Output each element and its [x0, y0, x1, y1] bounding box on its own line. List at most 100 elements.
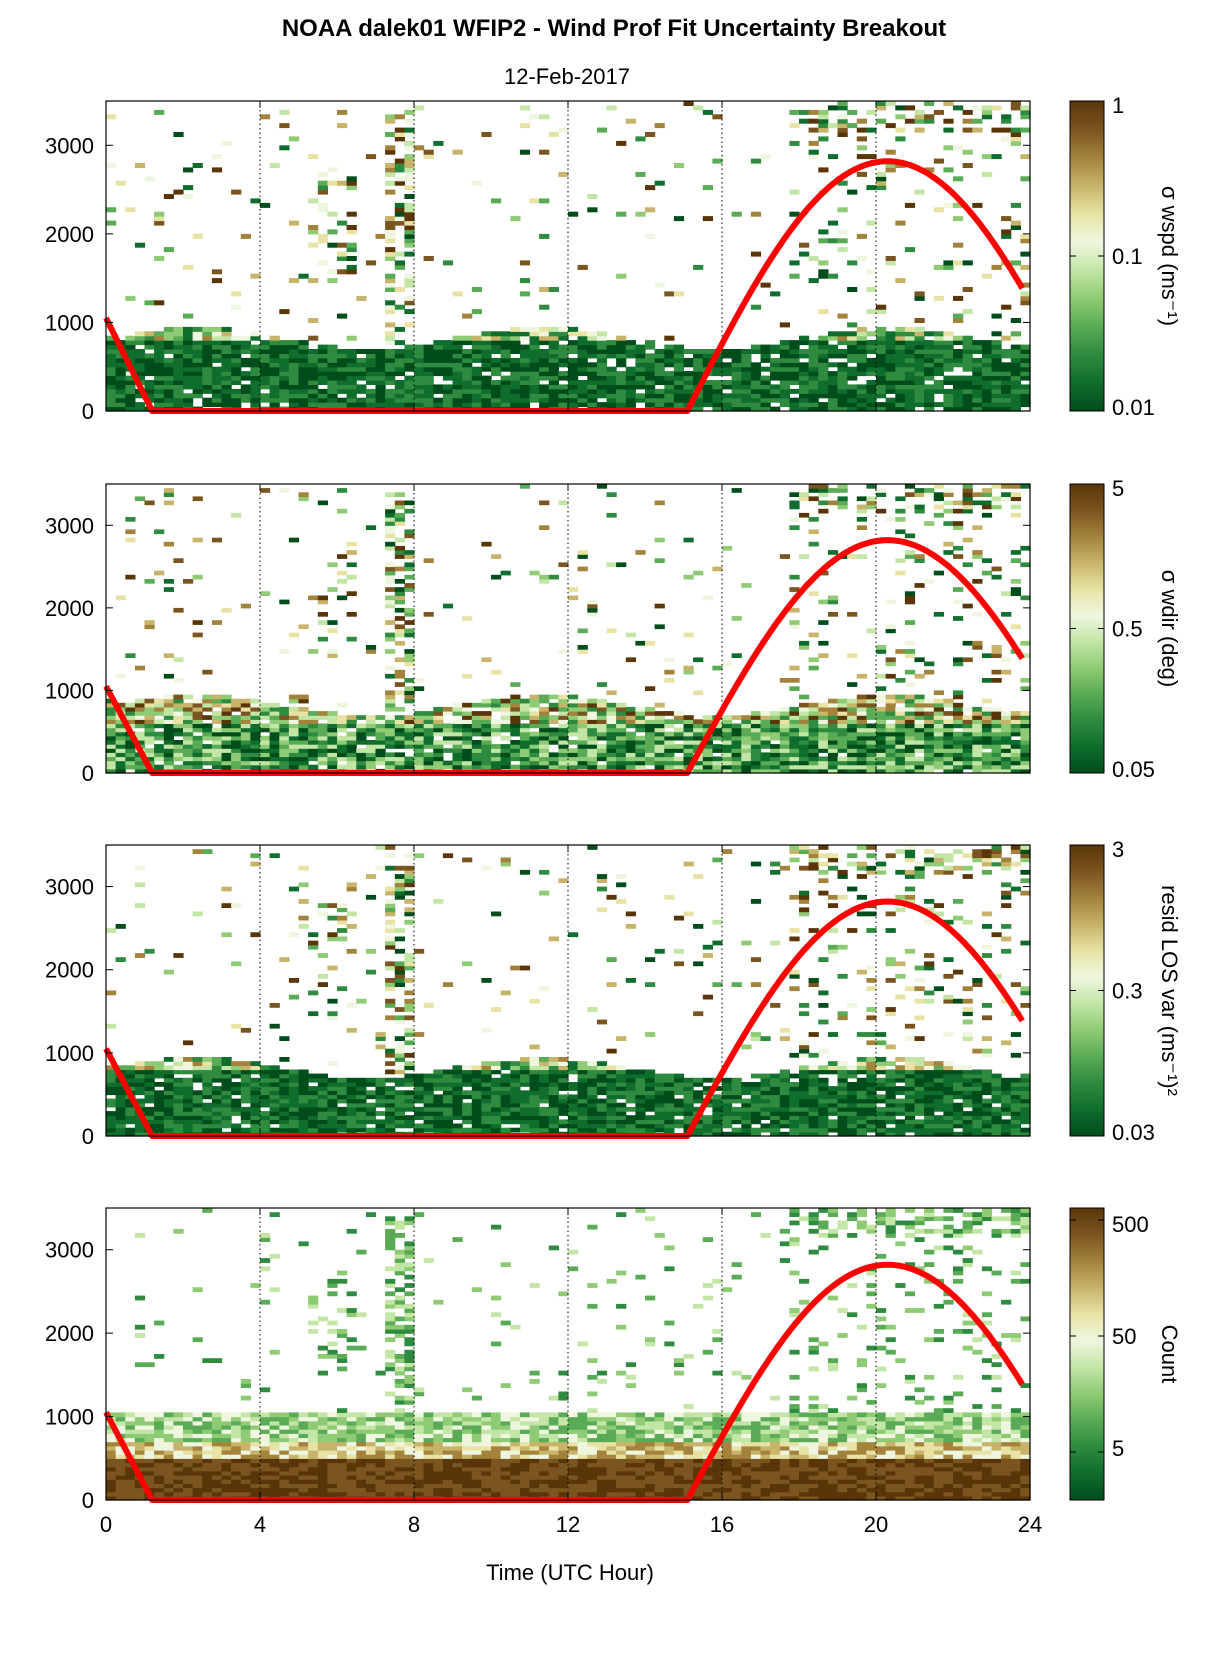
heatmap-cell: [308, 229, 319, 235]
heatmap-cell: [1010, 388, 1021, 394]
heatmap-cell: [856, 698, 867, 704]
heatmap-cell: [327, 353, 338, 359]
heatmap-cell: [539, 1115, 550, 1120]
heatmap-cell: [953, 260, 964, 266]
heatmap-cell: [827, 488, 839, 493]
heatmap-cell: [856, 764, 867, 770]
heatmap-cell: [577, 1106, 588, 1112]
heatmap-cell: [414, 735, 425, 741]
heatmap-cell: [510, 744, 521, 749]
heatmap-cell: [606, 384, 617, 390]
heatmap-cell: [115, 362, 126, 368]
heatmap-cell: [134, 1077, 146, 1083]
heatmap-cell: [404, 1119, 415, 1125]
heatmap-cell: [394, 1119, 405, 1125]
heatmap-cell: [539, 1111, 550, 1116]
heatmap-cell: [866, 735, 877, 741]
heatmap-cell: [654, 375, 665, 381]
heatmap-cell: [1010, 202, 1021, 208]
heatmap-cell: [616, 731, 627, 737]
heatmap-cell: [799, 706, 810, 712]
heatmap-cell: [702, 384, 713, 390]
heatmap-cell: [394, 500, 405, 506]
heatmap-cell: [462, 616, 473, 621]
heatmap-cell: [904, 768, 916, 774]
heatmap-cell: [115, 1102, 126, 1108]
heatmap-cell: [414, 1111, 425, 1116]
heatmap-cell: [953, 340, 964, 346]
heatmap-cell: [876, 185, 887, 191]
heatmap-cell: [635, 384, 646, 390]
heatmap-cell: [847, 752, 858, 758]
heatmap-cell: [1020, 384, 1031, 390]
heatmap-cell: [818, 260, 829, 266]
heatmap-cell: [712, 158, 723, 164]
heatmap-cell: [750, 344, 762, 350]
heatmap-cell: [394, 1115, 405, 1120]
heatmap-cell: [279, 599, 290, 605]
heatmap-cell: [924, 752, 935, 758]
heatmap-cell: [385, 247, 396, 253]
heatmap-cell: [548, 1061, 559, 1066]
heatmap-cell: [462, 731, 473, 737]
heatmap-cell: [991, 371, 1002, 377]
heatmap-cell: [240, 735, 251, 741]
heatmap-cell: [856, 340, 867, 346]
heatmap-cell: [519, 965, 531, 971]
heatmap-cell: [337, 269, 348, 275]
heatmap-cell: [404, 140, 415, 146]
heatmap-cell: [673, 380, 685, 385]
heatmap-cell: [327, 740, 338, 745]
heatmap-cell: [558, 1106, 569, 1112]
heatmap-cell: [981, 731, 993, 737]
heatmap-cell: [192, 353, 203, 359]
heatmap-cell: [471, 180, 482, 186]
heatmap-cell: [144, 500, 155, 506]
heatmap-cell: [183, 764, 194, 770]
heatmap-cell: [683, 719, 694, 724]
heatmap-cell: [346, 176, 357, 182]
heatmap-cell: [491, 371, 502, 377]
heatmap-cell: [433, 1111, 444, 1116]
heatmap-cell: [510, 344, 521, 350]
heatmap-cell: [106, 731, 117, 737]
heatmap-cell: [192, 1077, 203, 1083]
heatmap-cell: [596, 353, 608, 359]
heatmap-cell: [779, 731, 790, 737]
heatmap-cell: [837, 123, 848, 129]
heatmap-cell: [837, 366, 848, 372]
heatmap-cell: [414, 723, 425, 729]
heatmap-cell: [606, 492, 617, 497]
heatmap-cell: [741, 397, 752, 403]
heatmap-cell: [163, 744, 174, 749]
heatmap-cell: [568, 711, 579, 716]
heatmap-cell: [414, 748, 425, 753]
heatmap-cell: [558, 1061, 569, 1066]
heatmap-cell: [202, 349, 213, 354]
heatmap-cell: [616, 402, 627, 408]
heatmap-cell: [587, 1098, 598, 1104]
heatmap-cell: [365, 388, 377, 394]
heatmap-cell: [394, 1111, 405, 1116]
heatmap-cell: [163, 1086, 174, 1091]
heatmap-cell: [221, 719, 232, 724]
heatmap-cell: [404, 744, 415, 749]
heatmap-cell: [510, 1065, 521, 1071]
heatmap-cell: [510, 402, 521, 408]
heatmap-cell: [106, 163, 117, 168]
heatmap-cell: [134, 163, 146, 168]
heatmap-cell: [510, 748, 521, 753]
heatmap-cell: [981, 558, 993, 563]
heatmap-cell: [799, 727, 810, 733]
heatmap-cell: [240, 698, 251, 704]
heatmap-cell: [385, 309, 396, 315]
heatmap-cell: [183, 723, 194, 729]
heatmap-cell: [183, 715, 194, 720]
heatmap-cell: [924, 101, 935, 106]
heatmap-cell: [779, 388, 790, 394]
heatmap-cell: [962, 727, 973, 733]
heatmap-cell: [375, 1123, 386, 1129]
heatmap-cell: [818, 402, 829, 408]
heatmap-cell: [568, 380, 579, 385]
heatmap-cell: [500, 1077, 511, 1083]
